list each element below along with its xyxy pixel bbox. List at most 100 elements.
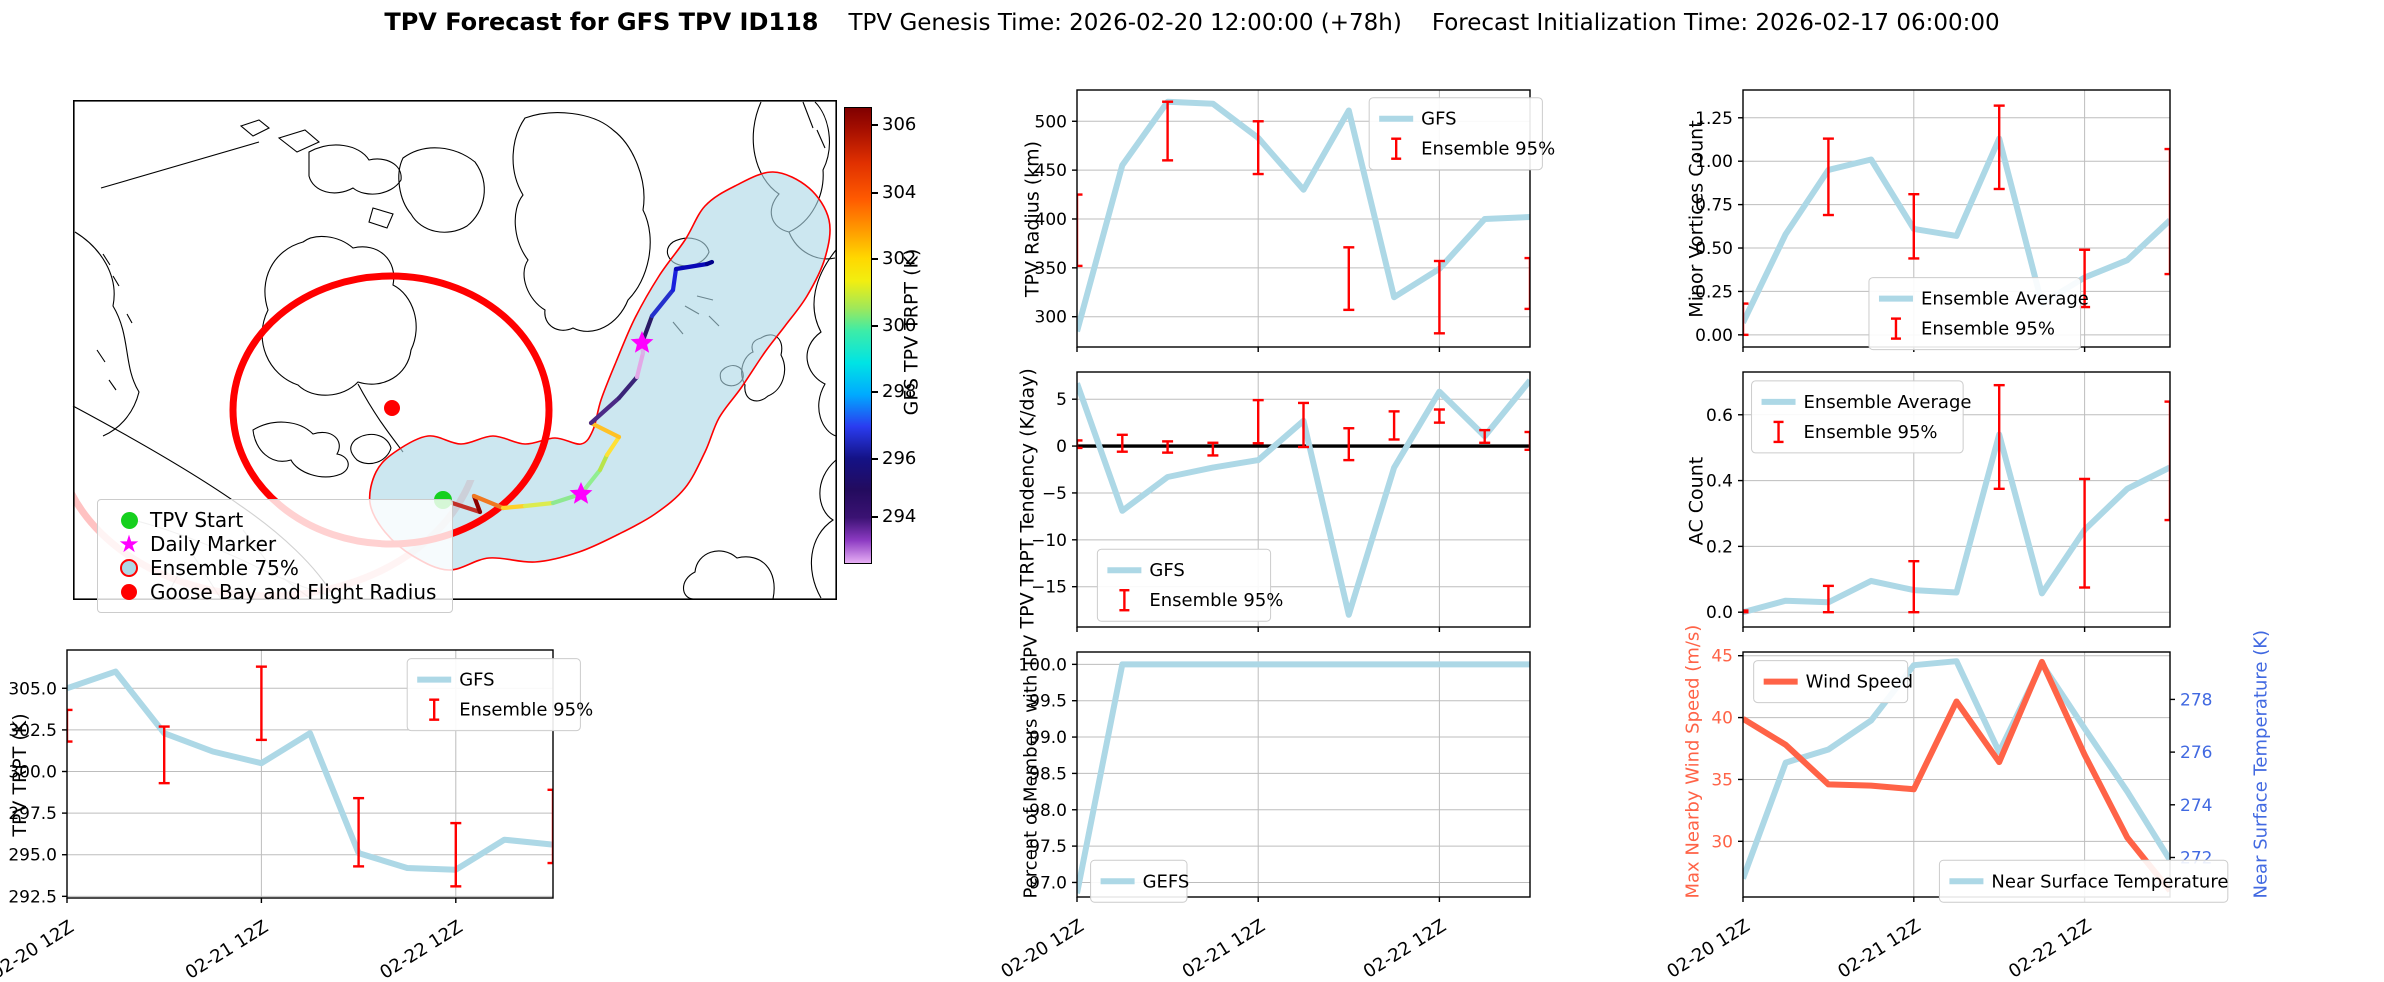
legend-label: Goose Bay and Flight Radius bbox=[150, 580, 437, 604]
colorbar-tick bbox=[872, 458, 878, 461]
svg-text:−5: −5 bbox=[1042, 484, 1067, 504]
svg-text:99.0: 99.0 bbox=[1029, 728, 1067, 748]
svg-text:35: 35 bbox=[1711, 770, 1733, 790]
svg-text:278: 278 bbox=[2180, 690, 2212, 710]
svg-text:02-22 12Z: 02-22 12Z bbox=[376, 916, 466, 982]
svg-text:02-22 12Z: 02-22 12Z bbox=[1360, 915, 1450, 982]
chart-tpv-trpt-tendency: 5 0 −5 −10 −15 GFS Ensemble 95% bbox=[1031, 371, 1531, 632]
svg-text:100.0: 100.0 bbox=[1018, 655, 1067, 675]
legend-label: TPV Start bbox=[150, 508, 244, 532]
svg-text:GFS: GFS bbox=[459, 670, 494, 691]
goose-bay-icon bbox=[108, 584, 150, 600]
svg-text:02-20 12Z: 02-20 12Z bbox=[1663, 915, 1753, 982]
colorbar-tick bbox=[872, 324, 878, 327]
colorbar-tick-label: 304 bbox=[882, 181, 917, 203]
svg-text:0.00: 0.00 bbox=[1695, 326, 1733, 346]
colorbar-tick-label: 296 bbox=[882, 448, 917, 470]
svg-text:Ensemble 95%: Ensemble 95% bbox=[1149, 590, 1283, 611]
title-init-time: Forecast Initialization Time: 2026-02-17… bbox=[1431, 10, 2000, 36]
svg-text:297.5: 297.5 bbox=[8, 804, 57, 824]
svg-text:Ensemble Average: Ensemble Average bbox=[1921, 289, 2089, 310]
svg-text:30: 30 bbox=[1711, 832, 1733, 852]
svg-text:GFS: GFS bbox=[1421, 109, 1456, 130]
svg-text:40: 40 bbox=[1711, 709, 1733, 729]
svg-text:02-21 12Z: 02-21 12Z bbox=[1834, 915, 1924, 982]
svg-text:02-20 12Z: 02-20 12Z bbox=[0, 916, 78, 982]
chart-percent-members: 97.0 97.5 98.0 98.5 99.0 99.5 100.0 02-20 12Z 02… bbox=[997, 651, 1531, 982]
colorbar-tick-label: 302 bbox=[882, 247, 917, 269]
colorbar-tick-label: 294 bbox=[882, 505, 917, 527]
svg-text:Near Surface Temperature: Near Surface Temperature bbox=[1991, 871, 2228, 892]
svg-text:295.0: 295.0 bbox=[8, 846, 57, 866]
svg-text:Ensemble 95%: Ensemble 95% bbox=[1804, 422, 1938, 443]
svg-text:02-20 12Z: 02-20 12Z bbox=[997, 915, 1087, 982]
svg-text:5: 5 bbox=[1056, 390, 1067, 410]
chart-ac-count: 0.0 0.2 0.4 0.6 Ensemble Average Ensemble 95% bbox=[1706, 371, 2171, 632]
svg-text:400: 400 bbox=[1035, 210, 1067, 230]
ensemble-75-icon bbox=[108, 559, 150, 577]
svg-text:GFS: GFS bbox=[1149, 560, 1184, 581]
svg-text:0.75: 0.75 bbox=[1695, 196, 1733, 216]
svg-text:276: 276 bbox=[2180, 743, 2212, 763]
svg-text:Wind Speed: Wind Speed bbox=[1806, 672, 1913, 693]
svg-text:1.25: 1.25 bbox=[1695, 109, 1733, 129]
svg-text:98.5: 98.5 bbox=[1029, 764, 1067, 784]
svg-text:0.25: 0.25 bbox=[1695, 282, 1733, 302]
svg-text:Ensemble Average: Ensemble Average bbox=[1804, 392, 1972, 413]
track-map-panel: TPV Start ★ Daily Marker Ensemble 75% Go… bbox=[72, 100, 838, 613]
svg-text:97.0: 97.0 bbox=[1029, 873, 1067, 893]
colorbar-tick-label: 306 bbox=[882, 114, 917, 136]
svg-text:99.5: 99.5 bbox=[1029, 692, 1067, 712]
trpt-colorbar bbox=[844, 107, 872, 564]
colorbar-tick bbox=[872, 191, 878, 194]
colorbar-tick bbox=[872, 515, 878, 518]
chart-tpv-radius: 300 350 400 450 500 GFS Ensemble 95% bbox=[1035, 89, 1555, 352]
page-title: TPV Forecast for GFS TPV ID118 TPV Genesi… bbox=[0, 8, 2384, 36]
svg-text:450: 450 bbox=[1035, 161, 1067, 181]
legend-label: Daily Marker bbox=[150, 532, 277, 556]
svg-text:500: 500 bbox=[1035, 112, 1067, 132]
legend-label: Ensemble 75% bbox=[150, 556, 299, 580]
svg-text:305.0: 305.0 bbox=[8, 679, 57, 699]
chart-tpv-trpt: 292.5 295.0 297.5 300.0 302.5 305.0 02-20 12Z 0… bbox=[0, 649, 593, 982]
svg-text:97.5: 97.5 bbox=[1029, 837, 1067, 857]
svg-text:Ensemble 95%: Ensemble 95% bbox=[1921, 319, 2055, 340]
legend-row-daily-marker: ★ Daily Marker bbox=[108, 530, 436, 558]
title-id: TPV Forecast for GFS TPV ID118 bbox=[384, 8, 819, 36]
svg-text:0.4: 0.4 bbox=[1706, 472, 1733, 492]
svg-text:302.5: 302.5 bbox=[8, 721, 57, 741]
legend-row-ensemble: Ensemble 75% bbox=[108, 556, 436, 580]
svg-text:274: 274 bbox=[2180, 796, 2212, 816]
svg-text:300.0: 300.0 bbox=[8, 763, 57, 783]
svg-text:45: 45 bbox=[1711, 647, 1733, 667]
colorbar-label: GFS TPV TRPT (K) bbox=[900, 248, 923, 416]
svg-text:98.0: 98.0 bbox=[1029, 801, 1067, 821]
tpv-start-icon bbox=[108, 511, 150, 529]
colorbar-tick bbox=[872, 124, 878, 127]
legend-row-goose-bay: Goose Bay and Flight Radius bbox=[108, 580, 436, 604]
title-genesis-time: TPV Genesis Time: 2026-02-20 12:00:00 (+… bbox=[848, 10, 1402, 36]
svg-text:−15: −15 bbox=[1031, 578, 1067, 598]
svg-text:300: 300 bbox=[1035, 308, 1067, 328]
svg-text:Ensemble 95%: Ensemble 95% bbox=[459, 700, 593, 721]
chart-minor-vortices: 0.00 0.25 0.50 0.75 1.00 1.25 Ensemble Average… bbox=[1695, 89, 2171, 352]
colorbar-tick-label: 298 bbox=[882, 380, 917, 402]
svg-text:02-22 12Z: 02-22 12Z bbox=[2005, 915, 2095, 982]
svg-text:0.6: 0.6 bbox=[1706, 406, 1733, 426]
colorbar-tick bbox=[872, 257, 878, 260]
colorbar-tick-label: 300 bbox=[882, 314, 917, 336]
svg-text:0: 0 bbox=[1056, 437, 1067, 457]
map-legend: TPV Start ★ Daily Marker Ensemble 75% Go… bbox=[97, 499, 454, 613]
daily-marker-icon: ★ bbox=[118, 530, 140, 558]
svg-text:02-21 12Z: 02-21 12Z bbox=[1179, 915, 1269, 982]
svg-text:Ensemble 95%: Ensemble 95% bbox=[1421, 139, 1555, 160]
svg-text:0.2: 0.2 bbox=[1706, 537, 1733, 557]
svg-text:292.5: 292.5 bbox=[8, 887, 57, 907]
svg-text:350: 350 bbox=[1035, 259, 1067, 279]
svg-text:−10: −10 bbox=[1031, 531, 1067, 551]
svg-text:1.00: 1.00 bbox=[1695, 152, 1733, 172]
colorbar-tick bbox=[872, 390, 878, 393]
svg-text:GEFS: GEFS bbox=[1143, 871, 1190, 892]
